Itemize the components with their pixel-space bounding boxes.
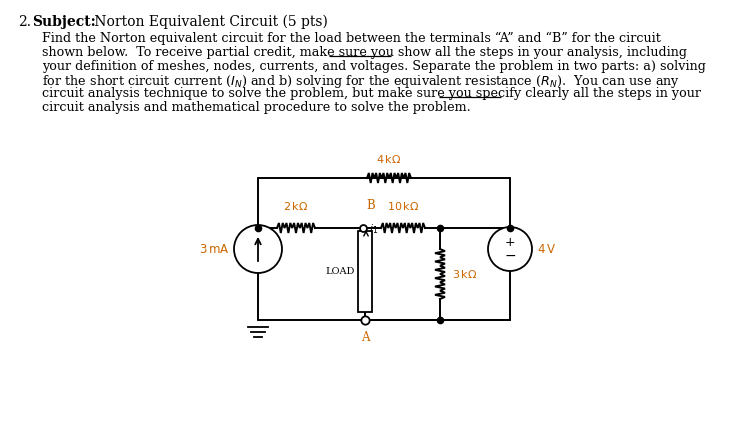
Text: Norton Equivalent Circuit (5 pts): Norton Equivalent Circuit (5 pts) [90, 15, 328, 29]
Text: shown below.  To receive partial credit, make sure you show all the steps in you: shown below. To receive partial credit, … [42, 46, 687, 59]
Text: $4\,\mathrm{V}$: $4\,\mathrm{V}$ [537, 242, 556, 256]
Text: for the short circuit current ($I_N$) and b) solving for the equivalent resistan: for the short circuit current ($I_N$) an… [42, 74, 680, 90]
Text: LOAD: LOAD [326, 267, 355, 276]
Text: −: − [504, 249, 516, 263]
Text: $i_1$: $i_1$ [369, 222, 378, 237]
Text: $2\,\mathrm{k}\Omega$: $2\,\mathrm{k}\Omega$ [283, 200, 309, 212]
Bar [358, 231, 372, 312]
Text: B: B [366, 199, 375, 212]
Text: $3\,\mathrm{mA}$: $3\,\mathrm{mA}$ [199, 242, 230, 256]
Circle shape [488, 227, 532, 271]
Circle shape [234, 225, 282, 273]
Text: 2.: 2. [18, 15, 31, 29]
Text: circuit analysis and mathematical procedure to solve the problem.: circuit analysis and mathematical proced… [42, 101, 470, 114]
Text: Find the Norton equivalent circuit for the load between the terminals “A” and “B: Find the Norton equivalent circuit for t… [42, 32, 661, 45]
Text: $3\,\mathrm{k}\Omega$: $3\,\mathrm{k}\Omega$ [452, 268, 477, 280]
Text: A: A [360, 331, 369, 344]
Text: circuit analysis technique to solve the problem, but make sure you specify clear: circuit analysis technique to solve the … [42, 87, 701, 100]
Text: Subject:: Subject: [32, 15, 95, 29]
Text: $4\,\mathrm{k}\Omega$: $4\,\mathrm{k}\Omega$ [377, 153, 401, 165]
Text: $10\,\mathrm{k}\Omega$: $10\,\mathrm{k}\Omega$ [387, 200, 419, 212]
Text: +: + [505, 236, 515, 249]
Text: your definition of meshes, nodes, currents, and voltages. Separate the problem i: your definition of meshes, nodes, curren… [42, 60, 706, 73]
